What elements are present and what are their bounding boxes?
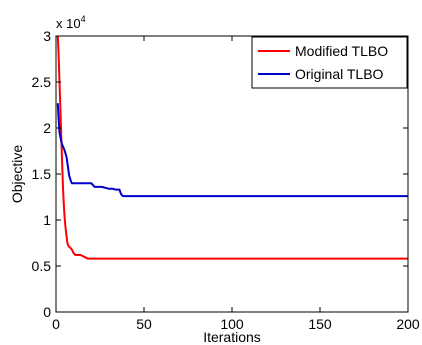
x-tick-label: 50	[136, 316, 152, 332]
legend-box	[251, 36, 408, 89]
series-line-modified-tlbo	[56, 35, 408, 260]
x-tick-label: 0	[52, 316, 60, 332]
x-tick-label: 200	[396, 316, 420, 332]
y-tick-label: 0	[43, 304, 51, 320]
y-multiplier-label: x 104	[56, 14, 86, 31]
series-layer	[56, 35, 408, 260]
y-tick-label: 1.5	[32, 166, 52, 182]
x-tick-label: 150	[308, 316, 332, 332]
tick-layer: 0 50 100 150 200 0 0.5 1 1.5 2 2.5 3	[32, 28, 420, 332]
y-tick-label: 2	[43, 120, 51, 136]
y-tick-label: 3	[43, 28, 51, 44]
y-tick-label: 0.5	[32, 258, 52, 274]
y-axis-title: Objective	[9, 145, 25, 204]
series-line-original-tlbo	[56, 103, 408, 198]
y-tick-label: 1	[43, 212, 51, 228]
y-tick-label: 2.5	[32, 74, 52, 90]
legend: Modified TLBO Original TLBO	[251, 36, 408, 89]
legend-label-modified-tlbo: Modified TLBO	[295, 43, 388, 59]
x-tick-label: 100	[220, 316, 244, 332]
legend-label-original-tlbo: Original TLBO	[295, 66, 384, 82]
x-axis-title: Iterations	[203, 329, 261, 345]
